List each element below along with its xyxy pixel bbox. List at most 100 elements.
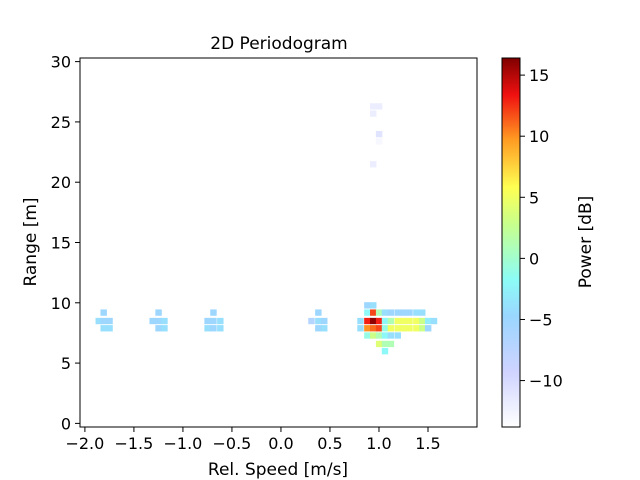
heatmap-cell (161, 325, 168, 332)
heatmap-cell (430, 317, 438, 325)
x-axis-label: Rel. Speed [m/s] (208, 460, 348, 480)
heatmap-cell (315, 325, 322, 332)
x-tick-label: −1.0 (163, 434, 202, 453)
heatmap-cell (419, 325, 426, 332)
heatmap-cell (387, 325, 395, 332)
colorbar-tick-label: −5 (529, 310, 553, 329)
heatmap-cell (204, 325, 211, 332)
x-tick-label: −2.0 (65, 434, 104, 453)
heatmap-cell (375, 130, 383, 138)
heatmap-cell (424, 317, 432, 325)
heatmap-cell (381, 309, 389, 316)
heatmap-cell (364, 332, 371, 339)
heatmap-cell (149, 317, 156, 325)
heatmap-cell (370, 110, 377, 117)
heatmap-cell (100, 317, 107, 325)
heatmap-cell (381, 340, 389, 348)
y-tick-label: 20 (51, 173, 71, 192)
heatmap-cell (315, 317, 322, 325)
x-tick-label: −1.5 (114, 434, 153, 453)
chart-title: 2D Periodogram (210, 34, 347, 54)
heatmap-cell (394, 309, 401, 316)
heatmap-cell (370, 161, 377, 168)
heatmap-cell (210, 325, 217, 332)
heatmap-cell (413, 317, 420, 325)
colorbar (501, 57, 521, 428)
heatmap-cell (106, 325, 113, 332)
heatmap-cell (381, 317, 389, 325)
heatmap-cell (95, 317, 102, 325)
heatmap-cell (381, 332, 389, 339)
heatmap-cell (364, 302, 371, 309)
x-tick-label: 1.5 (415, 434, 440, 453)
heatmap-cell (413, 325, 420, 332)
heatmap-cell (394, 325, 401, 332)
heatmap-cell (321, 317, 328, 325)
x-tick-label: 0.0 (268, 434, 293, 453)
colorbar-tick-label: 10 (529, 127, 549, 146)
heatmap-cell (413, 309, 420, 316)
heatmap-cell (364, 317, 371, 325)
plot-area (80, 58, 477, 427)
heatmap-cell (308, 317, 315, 325)
heatmap-cell (106, 317, 113, 325)
heatmap-cell (370, 317, 377, 325)
heatmap-cell (424, 325, 432, 332)
heatmap-cell (370, 309, 377, 316)
heatmap-cell (381, 348, 389, 355)
colorbar-tick-label: 15 (529, 66, 549, 85)
y-tick-label: 5 (61, 354, 71, 373)
heatmap-cell (387, 309, 395, 316)
heatmap-cell (387, 340, 395, 348)
heatmap-cell (370, 302, 377, 309)
heatmap-cell (406, 325, 413, 332)
y-tick-label: 0 (61, 414, 71, 433)
x-tick-label: 0.5 (317, 434, 342, 453)
heatmap-cell (375, 340, 383, 348)
heatmap-cell (400, 309, 407, 316)
heatmap-cell (210, 309, 217, 316)
x-tick-label: 1.0 (366, 434, 391, 453)
heatmap-cell (370, 325, 377, 332)
y-axis: 0 5 10 15 20 25 30 (51, 53, 80, 433)
heatmap-cell (357, 325, 364, 332)
colorbar-tick-label: −10 (529, 372, 563, 391)
y-tick-label: 15 (51, 234, 71, 253)
heatmap-cell (100, 309, 107, 316)
heatmap-cell (375, 138, 383, 145)
x-tick-label: −0.5 (213, 434, 252, 453)
y-tick-label: 30 (51, 53, 71, 72)
heatmap-cell (370, 332, 377, 339)
colorbar-label: Power [dB] (576, 196, 596, 289)
heatmap-cell (210, 317, 217, 325)
y-tick-label: 10 (51, 294, 71, 313)
heatmap-cell (161, 317, 168, 325)
heatmap-cell (375, 332, 383, 339)
heatmap-cell (381, 325, 389, 332)
y-tick-label: 25 (51, 113, 71, 132)
heatmap-cell (217, 317, 224, 325)
heatmap-cell (375, 309, 383, 316)
heatmap-cell (315, 309, 322, 316)
heatmap-cell (155, 325, 162, 332)
heatmap-cell (155, 309, 162, 316)
y-axis-label: Range [m] (21, 197, 41, 286)
colorbar-tick-label: 0 (529, 249, 539, 268)
heatmap-cell (364, 309, 371, 316)
heatmap-cell (357, 317, 364, 325)
heatmap-cell (387, 332, 395, 339)
heatmap-cell (400, 317, 407, 325)
heatmap-cell (406, 309, 413, 316)
heatmap-cell (419, 309, 426, 316)
heatmap-cell (394, 332, 401, 339)
heatmap-cell (155, 317, 162, 325)
colorbar-axis: −10 −5 0 5 10 15 (520, 66, 563, 391)
heatmap-cell (375, 317, 383, 325)
heatmap-cell (419, 317, 426, 325)
heatmap-cell (100, 325, 107, 332)
heatmap-cell (364, 325, 371, 332)
heatmap-cell (370, 103, 377, 110)
heatmap-cell (375, 103, 383, 110)
heatmap-cell (394, 317, 401, 325)
